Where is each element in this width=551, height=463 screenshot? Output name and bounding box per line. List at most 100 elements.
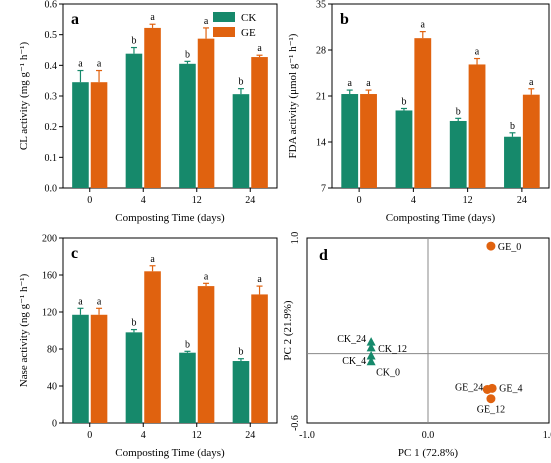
significance-letter: a <box>421 20 426 31</box>
significance-letter: a <box>204 16 209 27</box>
bar-ge <box>144 271 161 423</box>
y-tick-label: 0 <box>52 419 57 430</box>
y-tick-label: 21 <box>316 92 326 103</box>
panel-letter: d <box>319 247 328 264</box>
legend-swatch-ck <box>213 12 235 22</box>
significance-letter: a <box>78 59 83 70</box>
x-tick-label: 0 <box>357 195 362 206</box>
significance-letter: a <box>529 77 534 88</box>
y-tick-label: 120 <box>42 308 57 319</box>
point-label: GE_12 <box>477 405 505 416</box>
significance-letter: a <box>150 254 155 265</box>
x-tick-label: 0 <box>87 195 92 206</box>
significance-letter: a <box>204 271 209 282</box>
significance-letter: a <box>97 296 102 307</box>
y-axis-title: FDA activity (μmol g⁻¹ h⁻¹) <box>287 33 299 158</box>
y-tick-label: 0.4 <box>45 61 58 72</box>
bar-ck <box>125 53 143 189</box>
point-label: GE_4 <box>499 383 522 394</box>
panel-letter: b <box>340 11 349 28</box>
x-tick-label: 12 <box>463 195 473 206</box>
x-tick-label: 24 <box>517 195 527 206</box>
bar-ge <box>468 64 486 188</box>
point-label: CK_12 <box>378 344 407 355</box>
significance-letter: b <box>131 36 136 47</box>
x-tick-label: -1.0 <box>299 430 315 441</box>
significance-letter: a <box>97 59 102 70</box>
y-tick-label: 7 <box>321 184 326 195</box>
point-ck-marker <box>366 342 376 352</box>
x-tick-label: 0.0 <box>422 430 435 441</box>
significance-letter: b <box>238 77 243 88</box>
y-tick-label: 1.0 <box>290 232 301 245</box>
plot-frame <box>62 237 278 424</box>
significance-letter: a <box>150 12 155 23</box>
significance-letter: a <box>366 78 371 89</box>
y-tick-label: 0.5 <box>45 30 58 41</box>
y-tick-label: 80 <box>47 345 57 356</box>
bar-ge <box>197 38 215 188</box>
bar-ge <box>197 286 215 423</box>
bar-ge <box>414 38 432 188</box>
bar-ck <box>72 314 89 423</box>
y-tick-label: 200 <box>42 234 57 245</box>
x-axis-title: PC 1 (72.8%) <box>398 447 459 459</box>
y-tick-label: 28 <box>316 46 326 57</box>
point-label: GE_24 <box>455 382 483 393</box>
point-label: CK_4 <box>342 356 366 367</box>
y-tick-label: 0.0 <box>45 184 58 195</box>
significance-letter: b <box>131 318 136 329</box>
x-tick-label: 0 <box>87 430 92 441</box>
panel-letter: a <box>71 11 79 28</box>
x-tick-label: 24 <box>245 195 255 206</box>
point-ck-marker <box>366 337 376 346</box>
legend-label: CK <box>241 12 256 24</box>
y-tick-label: 0.1 <box>45 153 58 164</box>
bar-ck <box>232 94 250 188</box>
point-ge-marker <box>486 394 496 404</box>
bar-ck <box>72 82 89 188</box>
bar-ck <box>179 352 196 423</box>
significance-letter: b <box>456 106 461 117</box>
y-tick-label: 0.6 <box>45 0 58 11</box>
bar-ge <box>360 94 377 188</box>
x-tick-label: 4 <box>411 195 416 206</box>
point-ck-marker <box>366 356 376 366</box>
y-tick-label: 0.3 <box>45 92 58 103</box>
bar-ck <box>179 63 196 188</box>
x-axis-title: Composting Time (days) <box>115 447 225 459</box>
point-label: GE_0 <box>498 242 521 253</box>
panel-letter: c <box>71 245 78 262</box>
y-tick-label: 14 <box>316 138 326 149</box>
x-tick-label: 12 <box>192 195 202 206</box>
point-ge-marker <box>486 241 496 251</box>
bar-ck <box>232 361 250 423</box>
significance-letter: a <box>257 274 262 285</box>
legend-label: GE <box>241 27 256 39</box>
x-tick-label: 12 <box>192 430 202 441</box>
significance-letter: b <box>238 347 243 358</box>
bar-ge <box>522 94 540 188</box>
significance-letter: a <box>78 296 83 307</box>
x-tick-label: 4 <box>141 195 146 206</box>
legend-swatch-ge <box>213 27 235 37</box>
significance-letter: b <box>510 121 515 132</box>
y-tick-label: 40 <box>47 382 57 393</box>
bar-ge <box>251 294 268 423</box>
bar-ck <box>395 110 413 188</box>
point-label: CK_0 <box>376 368 400 379</box>
y-tick-label: 35 <box>316 0 326 11</box>
x-tick-label: 4 <box>141 430 146 441</box>
bar-ge <box>90 82 108 188</box>
y-tick-label: 160 <box>42 271 57 282</box>
y-axis-title: CL activity (mg g⁻¹ h⁻¹) <box>18 42 30 151</box>
bar-ge <box>90 314 108 423</box>
bar-ge <box>251 57 268 189</box>
y-tick-label: -0.6 <box>290 415 301 431</box>
x-axis-title: Composting Time (days) <box>115 212 225 224</box>
x-tick-label: 1.0 <box>543 430 551 441</box>
x-axis-title: Composting Time (days) <box>386 212 496 224</box>
significance-letter: a <box>475 47 480 58</box>
bar-ck <box>341 94 359 188</box>
y-tick-label: 0.2 <box>45 122 58 133</box>
